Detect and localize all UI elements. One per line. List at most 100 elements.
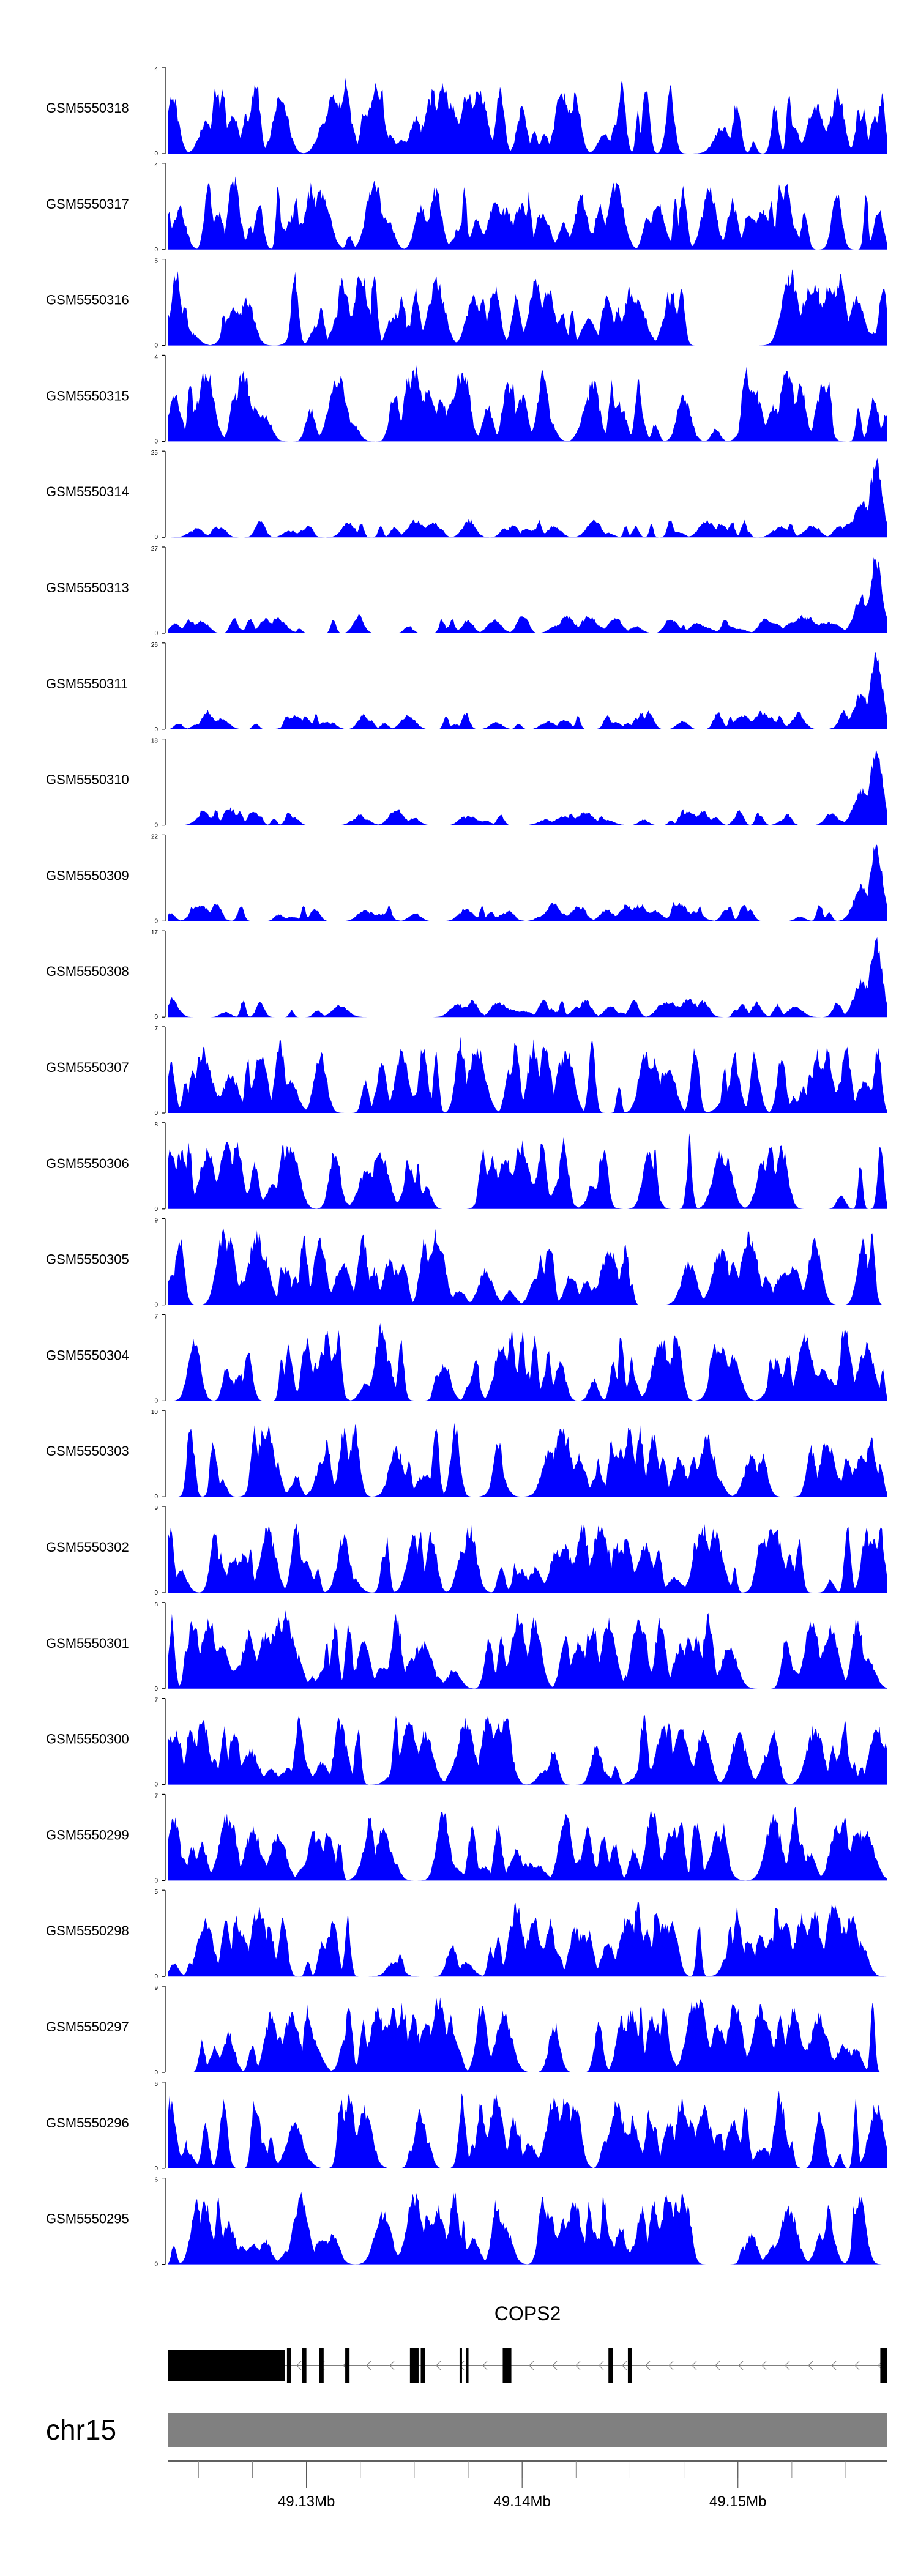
coverage-area <box>168 1523 887 1593</box>
track-y-max-label: 6 <box>154 2081 158 2088</box>
track-y-max-label: 25 <box>151 450 159 456</box>
gene-exon <box>608 2348 613 2383</box>
gene-exon <box>302 2348 307 2383</box>
track-label: GSM5550309 <box>46 868 129 883</box>
track-label: GSM5550314 <box>46 484 129 499</box>
track-GSM5550296: GSM5550296 6 0 <box>46 2081 887 2172</box>
track-y-min-label: 0 <box>154 1206 158 1213</box>
coverage-area <box>168 176 887 250</box>
track-GSM5550314: GSM5550314 25 0 <box>46 450 887 541</box>
track-y-max-label: 7 <box>154 1026 158 1032</box>
track-y-min-label: 0 <box>154 1877 158 1884</box>
track-GSM5550315: GSM5550315 4 0 <box>46 354 887 445</box>
gene-exon <box>627 2348 632 2383</box>
strand-arrow <box>785 2361 790 2370</box>
track-GSM5550308: GSM5550308 17 0 <box>46 929 887 1021</box>
gene-exon <box>459 2348 462 2383</box>
track-label: GSM5550305 <box>46 1252 129 1267</box>
track-y-min-label: 0 <box>154 1110 158 1117</box>
strand-arrow <box>645 2361 651 2370</box>
strand-arrow <box>808 2361 813 2370</box>
track-y-min-label: 0 <box>154 1590 158 1596</box>
coverage-area <box>168 1997 887 2072</box>
track-GSM5550306: GSM5550306 8 0 <box>46 1122 887 1213</box>
track-y-min-label: 0 <box>154 2069 158 2076</box>
track-y-max-label: 5 <box>154 1889 158 1896</box>
gene-exon <box>168 2350 285 2381</box>
track-y-min-label: 0 <box>154 1973 158 1980</box>
track-GSM5550316: GSM5550316 5 0 <box>46 258 887 349</box>
track-label: GSM5550302 <box>46 1539 129 1555</box>
strand-arrow <box>436 2361 441 2370</box>
strand-arrow <box>389 2361 395 2370</box>
track-y-min-label: 0 <box>154 438 158 445</box>
strand-arrow <box>575 2361 581 2370</box>
gene-exon <box>880 2348 887 2383</box>
track-GSM5550302: GSM5550302 9 0 <box>46 1505 887 1596</box>
axis-tick-label: 49.15Mb <box>709 2493 766 2510</box>
gene-exon <box>507 2348 512 2383</box>
track-GSM5550307: GSM5550307 7 0 <box>46 1026 887 1117</box>
track-y-max-label: 5 <box>154 258 158 265</box>
coverage-area <box>168 651 887 729</box>
chromosome-bar <box>168 2413 887 2447</box>
track-GSM5550301: GSM5550301 8 0 <box>46 1601 887 1692</box>
track-y-min-label: 0 <box>154 534 158 541</box>
track-y-max-label: 9 <box>154 1985 158 1992</box>
track-y-max-label: 6 <box>154 2177 158 2184</box>
track-label: GSM5550299 <box>46 1827 129 1842</box>
track-y-min-label: 0 <box>154 343 158 349</box>
coverage-area <box>168 78 887 154</box>
track-y-max-label: 27 <box>151 546 159 553</box>
track-GSM5550318: GSM5550318 4 0 <box>46 66 887 157</box>
track-y-max-label: 7 <box>154 1313 158 1320</box>
track-y-min-label: 0 <box>154 1302 158 1309</box>
strand-arrow <box>854 2361 860 2370</box>
track-y-min-label: 0 <box>154 822 158 829</box>
track-label: GSM5550306 <box>46 1156 129 1171</box>
track-label: GSM5550310 <box>46 772 129 787</box>
strand-arrow <box>668 2361 674 2370</box>
coverage-area <box>168 2191 887 2265</box>
track-label: GSM5550300 <box>46 1732 129 1747</box>
coverage-area <box>168 937 887 1018</box>
gene-exon <box>345 2348 350 2383</box>
gene-exon <box>409 2348 419 2383</box>
track-label: GSM5550311 <box>46 676 128 691</box>
coverage-area <box>168 749 887 825</box>
strand-arrow <box>552 2361 558 2370</box>
track-y-min-label: 0 <box>154 726 158 733</box>
coverage-area <box>168 1228 887 1305</box>
axis-tick-label: 49.14Mb <box>493 2493 550 2510</box>
strand-arrow <box>692 2361 697 2370</box>
strand-arrow <box>599 2361 604 2370</box>
track-label: GSM5550308 <box>46 964 129 979</box>
track-GSM5550300: GSM5550300 7 0 <box>46 1697 887 1789</box>
track-GSM5550303: GSM5550303 10 0 <box>46 1409 887 1500</box>
coverage-area <box>168 1423 887 1497</box>
track-y-min-label: 0 <box>154 1398 158 1404</box>
strand-arrow <box>622 2361 627 2370</box>
coverage-area <box>168 1133 887 1209</box>
coverage-area <box>168 365 887 442</box>
strand-arrow <box>529 2361 534 2370</box>
track-GSM5550304: GSM5550304 7 0 <box>46 1313 887 1404</box>
chromosome-track: chr15 <box>46 2413 887 2447</box>
coverage-area <box>168 1806 887 1881</box>
track-label: GSM5550307 <box>46 1060 129 1075</box>
track-GSM5550317: GSM5550317 4 0 <box>46 162 887 253</box>
strand-arrow <box>761 2361 767 2370</box>
track-GSM5550310: GSM5550310 18 0 <box>46 738 887 829</box>
coverage-area <box>168 1323 887 1401</box>
track-y-max-label: 8 <box>154 1122 158 1128</box>
track-GSM5550295: GSM5550295 6 0 <box>46 2177 887 2268</box>
gene-exon <box>502 2348 507 2383</box>
track-y-max-label: 18 <box>151 738 159 745</box>
gene-exon <box>466 2348 469 2383</box>
strand-arrow <box>715 2361 720 2370</box>
track-label: GSM5550298 <box>46 1923 129 1938</box>
coverage-area <box>168 2090 887 2168</box>
track-label: GSM5550317 <box>46 196 129 212</box>
track-GSM5550299: GSM5550299 7 0 <box>46 1793 887 1884</box>
